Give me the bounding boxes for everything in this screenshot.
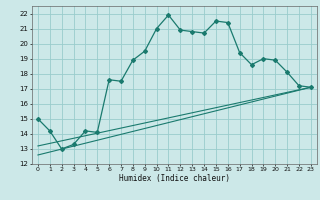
- X-axis label: Humidex (Indice chaleur): Humidex (Indice chaleur): [119, 174, 230, 183]
